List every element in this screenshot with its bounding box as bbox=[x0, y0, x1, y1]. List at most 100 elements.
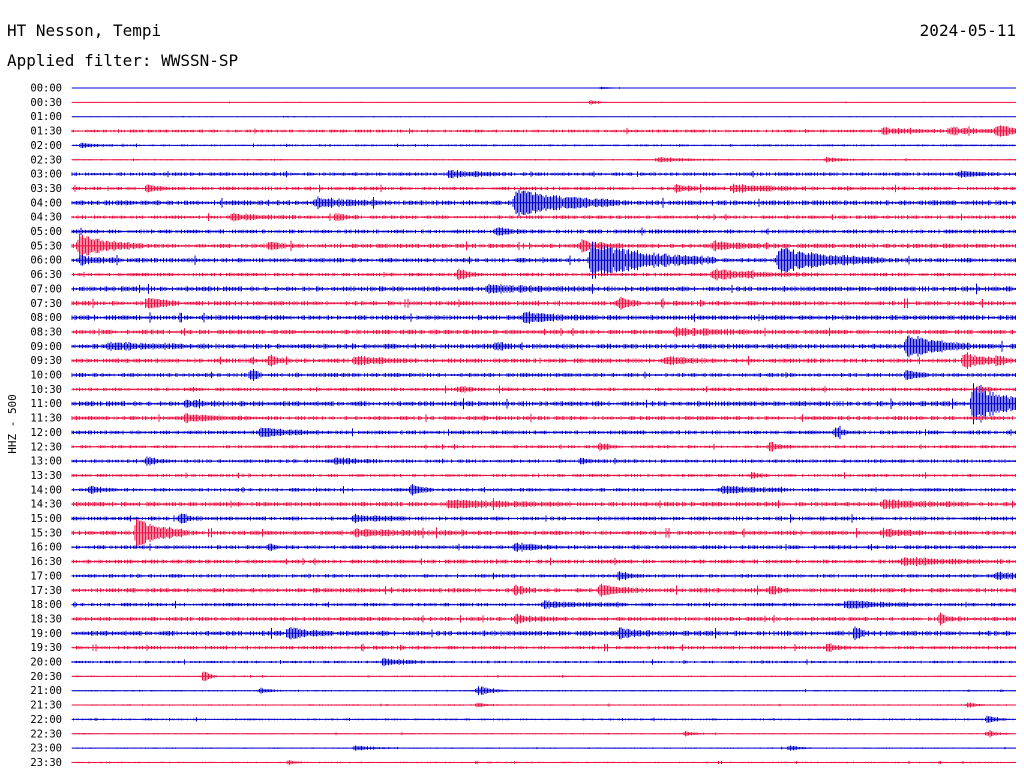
trace-row bbox=[71, 115, 1016, 118]
time-tick-label: 01:00 bbox=[30, 111, 62, 123]
trace-row bbox=[71, 542, 1016, 552]
time-tick-label: 18:30 bbox=[30, 613, 62, 625]
time-tick-label: 13:00 bbox=[30, 456, 62, 468]
time-tick-label: 17:30 bbox=[30, 585, 62, 597]
channel-axis-label: HHZ - 500 bbox=[6, 394, 19, 454]
trace-row bbox=[71, 100, 1016, 105]
trace-row bbox=[71, 233, 1016, 259]
time-tick-label: 01:30 bbox=[30, 126, 62, 138]
trace-row bbox=[71, 715, 1016, 723]
trace-row bbox=[71, 657, 1016, 667]
time-tick-label: 12:00 bbox=[30, 427, 62, 439]
trace-row bbox=[71, 442, 1016, 452]
time-tick-label: 06:30 bbox=[30, 269, 62, 281]
trace-row bbox=[71, 643, 1016, 652]
trace-row bbox=[71, 583, 1016, 597]
trace-row bbox=[71, 425, 1016, 440]
time-tick-label: 20:30 bbox=[30, 671, 62, 683]
trace-row bbox=[71, 352, 1016, 369]
trace-row bbox=[71, 125, 1016, 137]
time-tick-label: 05:30 bbox=[30, 240, 62, 252]
time-tick-label: 05:00 bbox=[30, 226, 62, 238]
time-tick-label: 19:30 bbox=[30, 642, 62, 654]
trace-row bbox=[71, 335, 1016, 358]
time-tick-label: 03:30 bbox=[30, 183, 62, 195]
trace-row bbox=[71, 383, 1016, 425]
time-tick-label: 07:30 bbox=[30, 298, 62, 310]
time-tick-label: 16:00 bbox=[30, 542, 62, 554]
time-tick-label: 19:00 bbox=[30, 628, 62, 640]
trace-row bbox=[71, 498, 1016, 510]
time-tick-label: 22:30 bbox=[30, 728, 62, 740]
trace-row bbox=[71, 296, 1016, 310]
time-tick-label: 03:00 bbox=[30, 169, 62, 181]
time-tick-label: 08:00 bbox=[30, 312, 62, 324]
time-tick-label: 09:30 bbox=[30, 355, 62, 367]
time-tick-label: 14:00 bbox=[30, 484, 62, 496]
time-tick-label: 15:00 bbox=[30, 513, 62, 525]
time-tick-label: 10:00 bbox=[30, 370, 62, 382]
trace-row bbox=[71, 413, 1016, 423]
trace-row bbox=[71, 519, 1016, 547]
time-tick-labels: 00:00 00:30 01:00 01:30 02:00 02:30 03:00 03:30… bbox=[30, 83, 62, 769]
time-tick-label: 09:00 bbox=[30, 341, 62, 353]
time-tick-label: 16:30 bbox=[30, 556, 62, 568]
trace-row bbox=[71, 571, 1016, 581]
trace-row bbox=[71, 760, 1016, 765]
trace-row bbox=[71, 183, 1016, 194]
time-tick-label: 21:30 bbox=[30, 700, 62, 712]
time-tick-label: 12:30 bbox=[30, 441, 62, 453]
time-tick-label: 04:00 bbox=[30, 197, 62, 209]
time-tick-label: 11:00 bbox=[30, 398, 62, 410]
trace-row bbox=[71, 227, 1016, 236]
time-tick-label: 14:30 bbox=[30, 499, 62, 511]
time-tick-label: 21:00 bbox=[30, 685, 62, 697]
trace-row bbox=[71, 671, 1016, 682]
time-tick-label: 22:00 bbox=[30, 714, 62, 726]
trace-row bbox=[71, 189, 1016, 217]
time-tick-label: 08:30 bbox=[30, 326, 62, 338]
time-tick-label: 17:00 bbox=[30, 570, 62, 582]
time-tick-label: 13:30 bbox=[30, 470, 62, 482]
time-tick-label: 11:30 bbox=[30, 413, 62, 425]
time-tick-label: 10:30 bbox=[30, 384, 62, 396]
trace-row bbox=[71, 311, 1016, 324]
time-tick-label: 23:30 bbox=[30, 757, 62, 769]
trace-row bbox=[71, 745, 1016, 751]
trace-row bbox=[71, 385, 1016, 394]
time-tick-label: 20:00 bbox=[30, 657, 62, 669]
filter-label: Applied filter: WWSSN-SP bbox=[7, 51, 238, 70]
trace-row bbox=[71, 686, 1016, 696]
trace-row bbox=[71, 212, 1016, 222]
trace-row bbox=[71, 86, 1016, 90]
date-label: 2024-05-11 bbox=[920, 21, 1016, 40]
time-tick-label: 04:30 bbox=[30, 212, 62, 224]
trace-row bbox=[71, 170, 1016, 179]
time-tick-label: 18:00 bbox=[30, 599, 62, 611]
time-tick-label: 15:30 bbox=[30, 527, 62, 539]
trace-row bbox=[71, 472, 1016, 479]
seismic-traces bbox=[71, 86, 1016, 765]
trace-row bbox=[71, 557, 1016, 566]
trace-row bbox=[71, 626, 1016, 641]
trace-row bbox=[71, 702, 1016, 708]
station-title: HT Nesson, Tempi bbox=[7, 21, 161, 40]
time-tick-label: 02:30 bbox=[30, 154, 62, 166]
trace-row bbox=[71, 283, 1016, 295]
trace-row bbox=[71, 730, 1016, 738]
trace-row bbox=[71, 157, 1016, 163]
trace-row bbox=[71, 484, 1016, 496]
time-tick-label: 23:00 bbox=[30, 743, 62, 755]
trace-row bbox=[71, 241, 1016, 279]
trace-row bbox=[71, 142, 1016, 148]
time-tick-label: 07:00 bbox=[30, 283, 62, 295]
trace-row bbox=[71, 327, 1016, 337]
trace-row bbox=[71, 369, 1016, 381]
time-tick-label: 00:30 bbox=[30, 97, 62, 109]
trace-row bbox=[71, 268, 1016, 281]
time-tick-label: 02:00 bbox=[30, 140, 62, 152]
time-tick-label: 06:00 bbox=[30, 255, 62, 267]
trace-row bbox=[71, 600, 1016, 609]
trace-row bbox=[71, 513, 1016, 524]
